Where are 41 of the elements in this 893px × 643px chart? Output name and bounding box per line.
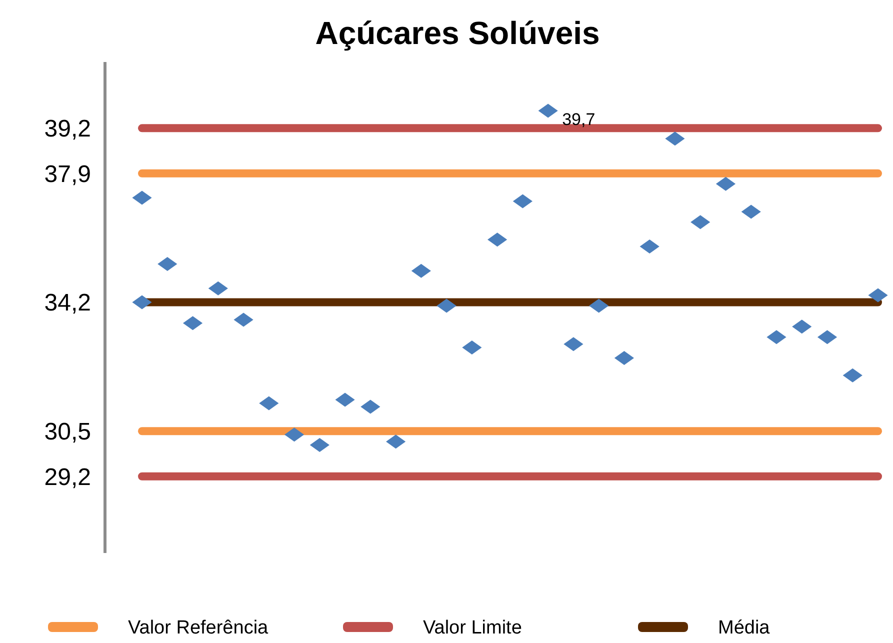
point	[640, 240, 660, 254]
point	[132, 295, 152, 310]
point	[436, 298, 456, 313]
point	[182, 316, 203, 330]
y-tick-label: 30,5	[44, 418, 91, 446]
point	[310, 438, 330, 452]
legend-label: Média	[718, 618, 770, 639]
point	[132, 190, 152, 205]
y-tick-label: 37,9	[44, 160, 91, 188]
point	[614, 350, 634, 365]
point	[411, 264, 431, 278]
point	[741, 204, 761, 219]
point	[462, 340, 482, 355]
point	[766, 330, 786, 344]
point	[158, 256, 178, 271]
point	[538, 104, 558, 118]
point	[284, 428, 304, 442]
point	[842, 368, 862, 382]
y-tick-label: 39,2	[44, 116, 91, 143]
y-tick-label: 29,2	[44, 464, 91, 491]
point	[716, 176, 736, 191]
chart-title: Açúcares Solúveis	[315, 15, 600, 51]
point	[868, 288, 888, 302]
y-tick-label: 34,2	[44, 290, 91, 317]
legend-label: Valor Referência	[128, 618, 269, 639]
point	[589, 298, 609, 313]
point	[564, 337, 584, 352]
point	[690, 215, 710, 230]
point	[234, 312, 254, 327]
point	[259, 396, 279, 410]
data-label: 39,7	[562, 110, 596, 129]
point	[386, 434, 406, 449]
point	[488, 232, 508, 247]
point	[512, 194, 532, 208]
point	[335, 392, 355, 407]
point	[360, 400, 380, 414]
point	[792, 320, 812, 334]
point	[817, 330, 838, 344]
point	[665, 132, 685, 146]
point	[208, 281, 228, 296]
legend-label: Valor Limite	[423, 618, 522, 639]
